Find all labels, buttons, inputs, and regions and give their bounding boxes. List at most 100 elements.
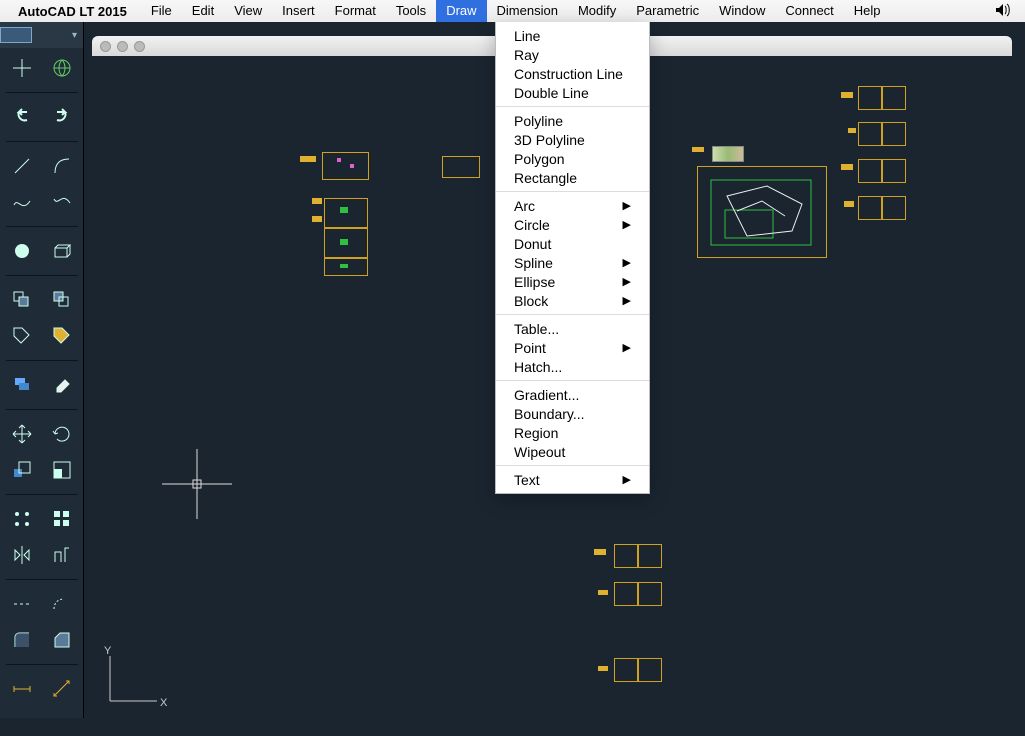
menu-item-donut[interactable]: Donut [496, 234, 649, 253]
menu-item-construction-line[interactable]: Construction Line [496, 64, 649, 83]
drawing-mark [598, 590, 608, 595]
menu-item-table[interactable]: Table... [496, 319, 649, 338]
spline-b-icon[interactable] [46, 188, 78, 216]
drawing-mark [300, 156, 316, 162]
menu-help[interactable]: Help [844, 0, 891, 22]
dim-b-icon[interactable] [46, 675, 78, 703]
drawing-mark [312, 198, 322, 204]
menu-dimension[interactable]: Dimension [487, 0, 568, 22]
svg-text:Y: Y [104, 646, 112, 657]
spline-a-icon[interactable] [6, 188, 38, 216]
app-name[interactable]: AutoCAD LT 2015 [18, 4, 127, 19]
menu-item-polyline[interactable]: Polyline [496, 111, 649, 130]
drawing-mark [598, 666, 608, 671]
window-zoom-icon[interactable] [134, 41, 145, 52]
menu-edit[interactable]: Edit [182, 0, 224, 22]
crosshair-icon[interactable] [6, 54, 38, 82]
drawing-box [882, 122, 906, 146]
volume-icon[interactable] [989, 3, 1017, 20]
menu-item-text[interactable]: Text▶ [496, 470, 649, 489]
menu-item-hatch[interactable]: Hatch... [496, 357, 649, 376]
dashcurve-icon[interactable] [46, 590, 78, 618]
menu-item-ray[interactable]: Ray [496, 45, 649, 64]
rotate-icon[interactable] [46, 420, 78, 448]
menu-item-arc[interactable]: Arc▶ [496, 196, 649, 215]
scale-a-icon[interactable] [6, 456, 38, 484]
drawing-mark [594, 549, 606, 555]
menu-format[interactable]: Format [325, 0, 386, 22]
menu-item-block[interactable]: Block▶ [496, 291, 649, 310]
window-close-icon[interactable] [100, 41, 111, 52]
drawing-box [638, 582, 662, 606]
menu-draw[interactable]: Draw [436, 0, 486, 22]
menu-insert[interactable]: Insert [272, 0, 325, 22]
drawing-box [858, 196, 882, 220]
menu-window[interactable]: Window [709, 0, 775, 22]
arc-icon[interactable] [46, 152, 78, 180]
drawing-box [324, 228, 368, 258]
drawing-mark [312, 216, 322, 222]
window-min-icon[interactable] [117, 41, 128, 52]
rect3d-icon[interactable] [46, 237, 78, 265]
toolbar-header[interactable]: ▾ [0, 22, 83, 48]
drawing-box [697, 166, 827, 258]
copy-b-icon[interactable] [46, 286, 78, 314]
drawing-box [858, 86, 882, 110]
menu-tools[interactable]: Tools [386, 0, 436, 22]
drawing-box [638, 544, 662, 568]
drawing-mark [841, 92, 853, 98]
menu-item-spline[interactable]: Spline▶ [496, 253, 649, 272]
move4-icon[interactable] [6, 420, 38, 448]
menu-file[interactable]: File [141, 0, 182, 22]
chamfer-icon[interactable] [46, 626, 78, 654]
pathc-icon[interactable] [46, 541, 78, 569]
drawing-box [882, 86, 906, 110]
menu-connect[interactable]: Connect [775, 0, 843, 22]
menu-item-3d-polyline[interactable]: 3D Polyline [496, 130, 649, 149]
array-b-icon[interactable] [46, 505, 78, 533]
dashline-icon[interactable] [6, 590, 38, 618]
drawing-mark [841, 164, 853, 170]
drawing-box [442, 156, 480, 178]
menu-item-rectangle[interactable]: Rectangle [496, 168, 649, 187]
menu-view[interactable]: View [224, 0, 272, 22]
menu-item-line[interactable]: Line [496, 26, 649, 45]
drawing-box [322, 152, 369, 180]
menu-item-wipeout[interactable]: Wipeout [496, 442, 649, 461]
drawing-box [638, 658, 662, 682]
menu-item-polygon[interactable]: Polygon [496, 149, 649, 168]
crosshair-cursor [162, 449, 232, 519]
menu-item-ellipse[interactable]: Ellipse▶ [496, 272, 649, 291]
menu-item-boundary[interactable]: Boundary... [496, 404, 649, 423]
fillet-icon[interactable] [6, 626, 38, 654]
circle-icon[interactable] [6, 237, 38, 265]
drawing-box [882, 159, 906, 183]
scale-b-icon[interactable] [46, 456, 78, 484]
tag-b-icon[interactable] [46, 322, 78, 350]
undo-icon[interactable] [6, 103, 38, 131]
dim-a-icon[interactable] [6, 675, 38, 703]
menu-parametric[interactable]: Parametric [626, 0, 709, 22]
tag-a-icon[interactable] [6, 322, 38, 350]
menu-modify[interactable]: Modify [568, 0, 626, 22]
menu-item-double-line[interactable]: Double Line [496, 83, 649, 102]
menu-item-region[interactable]: Region [496, 423, 649, 442]
menubar: AutoCAD LT 2015 File Edit View Insert Fo… [0, 0, 1025, 22]
stack-icon[interactable] [6, 371, 38, 399]
menu-item-point[interactable]: Point▶ [496, 338, 649, 357]
drawing-thumb [712, 146, 744, 162]
menu-item-gradient[interactable]: Gradient... [496, 385, 649, 404]
globe-icon[interactable] [46, 54, 78, 82]
drawing-box [858, 122, 882, 146]
left-toolbar: ▾ [0, 22, 84, 718]
erase-icon[interactable] [46, 371, 78, 399]
svg-text:X: X [160, 697, 168, 709]
redo-icon[interactable] [46, 103, 78, 131]
drawing-box [858, 159, 882, 183]
drawing-box [324, 198, 368, 228]
line-icon[interactable] [6, 152, 38, 180]
copy-a-icon[interactable] [6, 286, 38, 314]
mirror-icon[interactable] [6, 541, 38, 569]
menu-item-circle[interactable]: Circle▶ [496, 215, 649, 234]
array-a-icon[interactable] [6, 505, 38, 533]
